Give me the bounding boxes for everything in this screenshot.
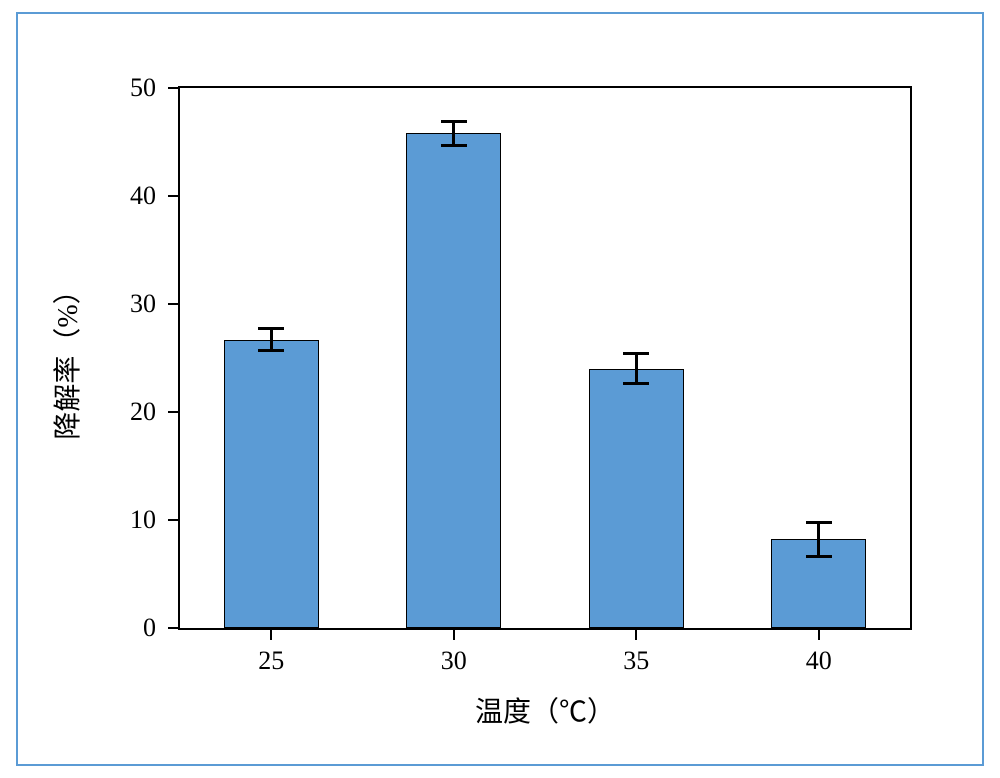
x-tick: [635, 630, 637, 640]
errorbar-cap-bottom: [623, 382, 649, 385]
y-tick: [168, 411, 178, 413]
y-tick: [168, 303, 178, 305]
y-tick: [168, 195, 178, 197]
x-tick: [453, 630, 455, 640]
bar: [224, 340, 319, 628]
errorbar-cap-top: [258, 327, 284, 330]
errorbar-cap-bottom: [806, 555, 832, 558]
x-tick: [818, 630, 820, 640]
y-tick: [168, 627, 178, 629]
x-tick-label: 30: [441, 646, 467, 676]
y-tick-label: 0: [96, 613, 156, 643]
y-tick-label: 30: [96, 289, 156, 319]
bar: [589, 369, 684, 628]
x-axis-title: 温度（℃）: [475, 690, 615, 730]
errorbar-line: [452, 121, 455, 145]
errorbar-cap-bottom: [258, 349, 284, 352]
errorbar-cap-top: [441, 120, 467, 123]
y-tick-label: 40: [96, 181, 156, 211]
y-axis-title: 降解率（%）: [46, 276, 86, 439]
y-tick-label: 50: [96, 73, 156, 103]
right-axis-line: [910, 88, 912, 630]
x-tick-label: 40: [806, 646, 832, 676]
top-axis-line: [178, 86, 912, 88]
y-tick-label: 10: [96, 505, 156, 535]
errorbar-cap-top: [806, 521, 832, 524]
y-tick-label: 20: [96, 397, 156, 427]
errorbar-cap-top: [623, 352, 649, 355]
x-tick: [270, 630, 272, 640]
errorbar-line: [270, 329, 273, 351]
bar: [406, 133, 501, 628]
y-tick: [168, 519, 178, 521]
x-axis-line: [178, 628, 912, 630]
x-tick-label: 35: [623, 646, 649, 676]
errorbar-cap-bottom: [441, 144, 467, 147]
y-tick: [168, 87, 178, 89]
x-tick-label: 25: [258, 646, 284, 676]
errorbar-line: [635, 354, 638, 384]
y-axis-line: [178, 88, 180, 630]
errorbar-line: [817, 522, 820, 557]
